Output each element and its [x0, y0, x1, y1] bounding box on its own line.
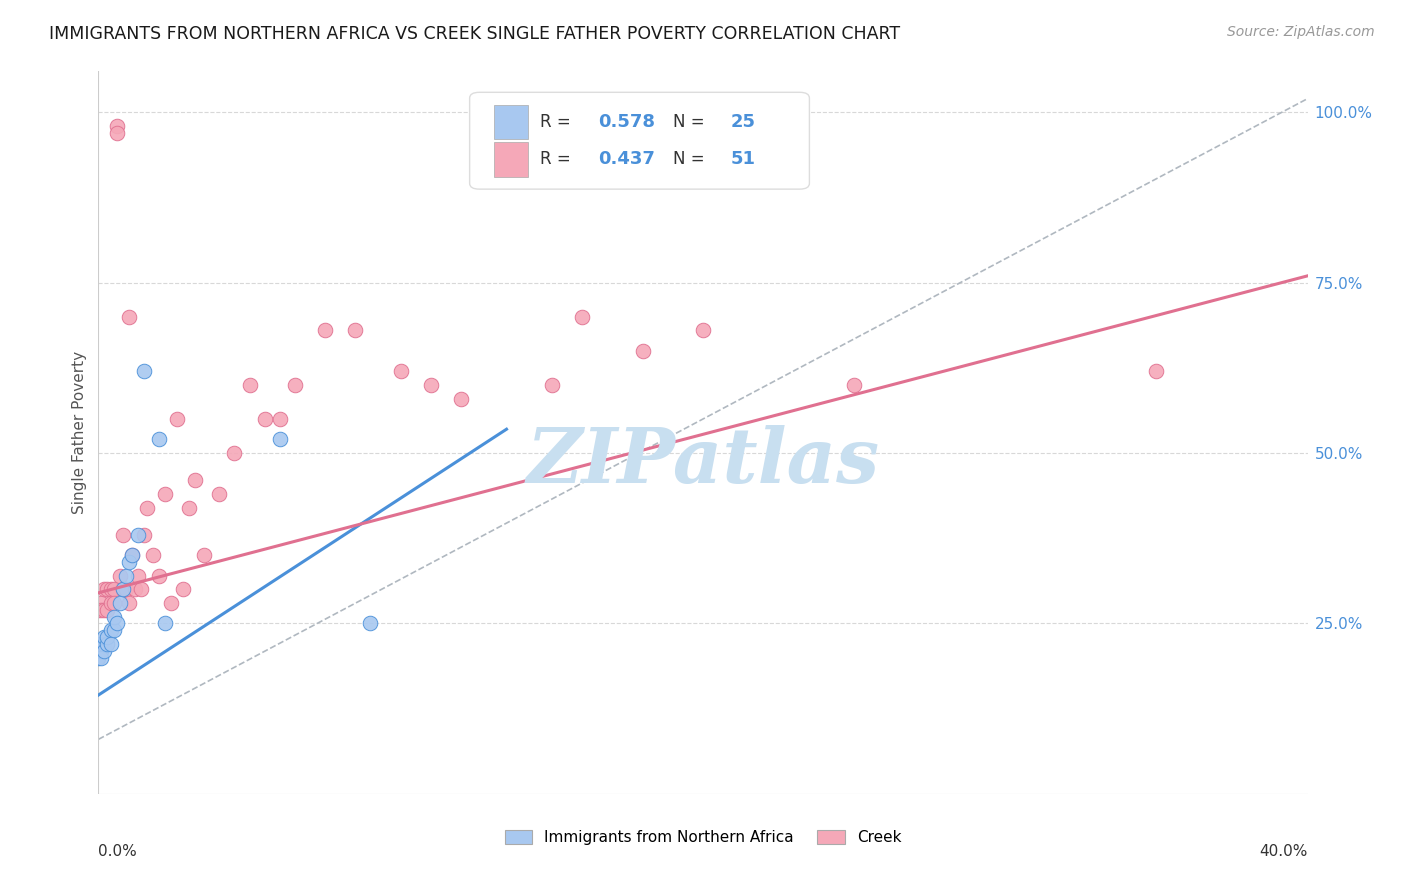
Point: [129, 582, 152, 597]
Point: [193, 549, 215, 563]
Point: [389, 364, 412, 378]
Point: [111, 582, 134, 597]
Point: [93, 603, 115, 617]
Point: [103, 624, 125, 638]
Point: [87, 650, 110, 665]
Point: [105, 616, 128, 631]
FancyBboxPatch shape: [494, 104, 527, 139]
Point: [148, 433, 170, 447]
Point: [121, 549, 143, 563]
Text: 0.437: 0.437: [598, 151, 655, 169]
Point: [100, 624, 122, 638]
Point: [121, 549, 143, 563]
Text: R =: R =: [540, 151, 576, 169]
Point: [314, 323, 336, 337]
Text: R =: R =: [540, 113, 576, 131]
Point: [90, 637, 112, 651]
Point: [571, 310, 593, 324]
Point: [100, 582, 122, 597]
Text: IMMIGRANTS FROM NORTHERN AFRICA VS CREEK SINGLE FATHER POVERTY CORRELATION CHART: IMMIGRANTS FROM NORTHERN AFRICA VS CREEK…: [49, 25, 900, 43]
Text: ZIPatlas: ZIPatlas: [526, 425, 880, 499]
Point: [96, 582, 118, 597]
Point: [692, 323, 714, 337]
Point: [108, 596, 131, 610]
Point: [360, 616, 382, 631]
Point: [132, 364, 155, 378]
Point: [153, 616, 176, 631]
Text: Source: ZipAtlas.com: Source: ZipAtlas.com: [1227, 25, 1375, 39]
Point: [184, 473, 207, 487]
Point: [93, 630, 115, 644]
Point: [124, 582, 146, 597]
Point: [111, 582, 134, 597]
Point: [269, 433, 291, 447]
Point: [93, 644, 115, 658]
FancyBboxPatch shape: [494, 142, 527, 177]
Point: [103, 609, 125, 624]
Legend: Immigrants from Northern Africa, Creek: Immigrants from Northern Africa, Creek: [499, 823, 907, 851]
Point: [90, 644, 112, 658]
Point: [90, 650, 112, 665]
Point: [239, 378, 262, 392]
Point: [103, 582, 125, 597]
Point: [111, 528, 134, 542]
Point: [844, 378, 866, 392]
Point: [114, 568, 136, 582]
Point: [344, 323, 367, 337]
Point: [105, 119, 128, 133]
Point: [90, 603, 112, 617]
Point: [118, 310, 141, 324]
Point: [93, 637, 115, 651]
Point: [179, 500, 201, 515]
Point: [127, 568, 149, 582]
Text: 0.0%: 0.0%: [98, 845, 138, 860]
Point: [96, 603, 118, 617]
Point: [90, 596, 112, 610]
Point: [172, 582, 194, 597]
Point: [284, 378, 307, 392]
Y-axis label: Single Father Poverty: Single Father Poverty: [72, 351, 87, 514]
Point: [160, 596, 183, 610]
Text: 40.0%: 40.0%: [1260, 845, 1308, 860]
Point: [166, 412, 188, 426]
Point: [420, 378, 443, 392]
Point: [148, 568, 170, 582]
Point: [114, 582, 136, 597]
Point: [96, 637, 118, 651]
Point: [118, 596, 141, 610]
Text: 0.578: 0.578: [598, 113, 655, 131]
Point: [269, 412, 291, 426]
Point: [1144, 364, 1167, 378]
Point: [208, 487, 231, 501]
Point: [631, 343, 654, 358]
Text: 51: 51: [731, 151, 756, 169]
Point: [100, 596, 122, 610]
FancyBboxPatch shape: [470, 92, 810, 189]
Point: [118, 555, 141, 569]
Text: 25: 25: [731, 113, 756, 131]
Text: N =: N =: [673, 113, 710, 131]
Point: [224, 446, 246, 460]
Point: [93, 582, 115, 597]
Point: [105, 126, 128, 140]
Point: [127, 528, 149, 542]
Point: [253, 412, 276, 426]
Point: [108, 568, 131, 582]
Text: N =: N =: [673, 151, 710, 169]
Point: [96, 630, 118, 644]
Point: [450, 392, 472, 406]
Point: [142, 549, 165, 563]
Point: [100, 637, 122, 651]
Point: [87, 603, 110, 617]
Point: [132, 528, 155, 542]
Point: [103, 596, 125, 610]
Point: [135, 500, 157, 515]
Point: [153, 487, 176, 501]
Point: [540, 378, 562, 392]
